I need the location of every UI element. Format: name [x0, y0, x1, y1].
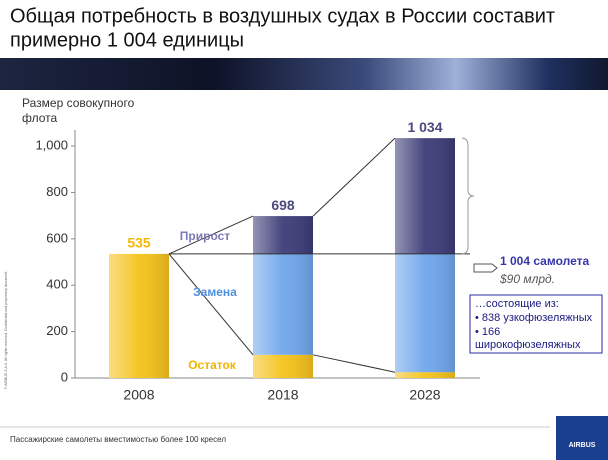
- bar-shine: [253, 253, 313, 355]
- callout-box: [469, 294, 603, 354]
- y-tick-label: 800: [46, 184, 68, 199]
- connector: [168, 215, 254, 255]
- arrow: [473, 263, 498, 273]
- copyright: © AIRBUS S.A.S. All rights reserved. Con…: [4, 271, 8, 389]
- brace: [461, 137, 475, 255]
- x-tick-label: 2018: [267, 387, 298, 403]
- x-tick-label: 2028: [409, 387, 440, 403]
- callout-line: широкофюзеляжных: [475, 339, 581, 351]
- y-tick-label: 200: [46, 323, 68, 338]
- connector: [168, 253, 254, 356]
- callout-title: 1 004 самолета: [500, 254, 589, 268]
- callout-value: $90 млрд.: [499, 272, 555, 286]
- bar-shine: [395, 372, 455, 378]
- callout-line: • 838 узкофюзеляжных: [475, 312, 593, 324]
- chart-title: примерно 1 004 единицы: [10, 29, 244, 51]
- series-label: Прирост: [180, 229, 231, 243]
- series-label: Замена: [193, 285, 237, 299]
- bar-shine: [253, 216, 313, 254]
- connector: [312, 354, 396, 373]
- y-axis-label: Размер совокупного: [22, 96, 135, 110]
- logo: AIRBUS: [569, 442, 596, 449]
- x-tick-label: 2008: [123, 387, 154, 403]
- footnote: Пассажирские самолеты вместимостью более…: [10, 435, 226, 444]
- bar-shine: [395, 253, 455, 373]
- connector: [312, 137, 396, 217]
- bar-shine: [395, 138, 455, 254]
- y-tick-label: 600: [46, 230, 68, 245]
- chart-title: Общая потребность в воздушных судах в Ро…: [10, 5, 555, 27]
- bar-shine: [253, 354, 313, 378]
- y-axis-label: флота: [22, 111, 58, 125]
- y-tick-label: 1,000: [35, 137, 68, 152]
- total-label: 535: [127, 235, 151, 251]
- total-label: 698: [271, 197, 295, 213]
- total-label: 1 034: [407, 119, 442, 135]
- y-tick-label: 400: [46, 277, 68, 292]
- callout-line: …состоящие из:: [475, 298, 559, 310]
- y-tick-label: 0: [61, 369, 68, 384]
- series-label: Остаток: [188, 358, 237, 372]
- callout-line: • 166: [475, 326, 500, 338]
- logo-box: [556, 416, 608, 460]
- banner: [0, 58, 608, 90]
- bar-shine: [109, 253, 169, 378]
